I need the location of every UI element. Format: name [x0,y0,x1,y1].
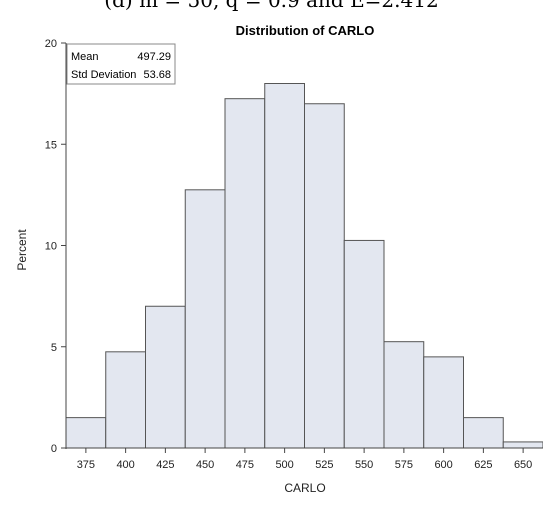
mean-label: Mean [71,51,99,63]
y-axis-label: Percent [15,229,29,271]
x-tick-label: 500 [275,459,293,471]
chart-title: Distribution of CARLO [236,23,375,38]
stats-inset-box [66,43,176,85]
x-tick-label: 575 [395,459,413,471]
x-tick-label: 625 [474,459,492,471]
histogram-bar [304,103,345,449]
x-tick-label: 400 [116,459,134,471]
y-tick-label: 0 [51,443,57,455]
histogram-bar [502,441,543,449]
histogram-bar [423,356,464,449]
std-deviation-value: 53.68 [143,69,171,81]
x-tick-label: 525 [315,459,333,471]
y-tick-label: 10 [45,241,57,253]
x-axis-label: CARLO [284,481,325,495]
x-tick-label: 600 [434,459,452,471]
x-tick-label: 475 [236,459,254,471]
x-tick-label: 425 [156,459,174,471]
y-tick-label: 5 [51,342,57,354]
x-tick-label: 550 [355,459,373,471]
histogram-bar [65,417,107,449]
stats-inset: Mean 497.29 Std Deviation 53.68 [66,43,176,85]
histogram-bar [383,341,425,449]
x-tick-label: 375 [77,459,95,471]
histogram-bar [184,189,226,449]
histogram-bar [224,98,266,449]
histogram-bar [264,83,305,449]
bars-group [65,83,543,449]
histogram-bar [463,417,504,449]
histogram-bar [105,351,146,449]
x-tick-label: 450 [196,459,214,471]
histogram-bar [145,305,186,449]
mean-value: 497.29 [137,51,171,63]
std-deviation-label: Std Deviation [71,69,136,81]
ticks-group: 0 5 10 15 20 375 400 425 450 475 500 525 550 575 600 62… [45,38,533,471]
y-tick-label: 15 [45,139,57,151]
y-tick-label: 20 [45,38,57,50]
figure-caption: (d) m = 50, q = 0.9 and E=2.412 [104,0,439,12]
x-tick-label: 650 [514,459,532,471]
histogram-bar [343,239,385,449]
